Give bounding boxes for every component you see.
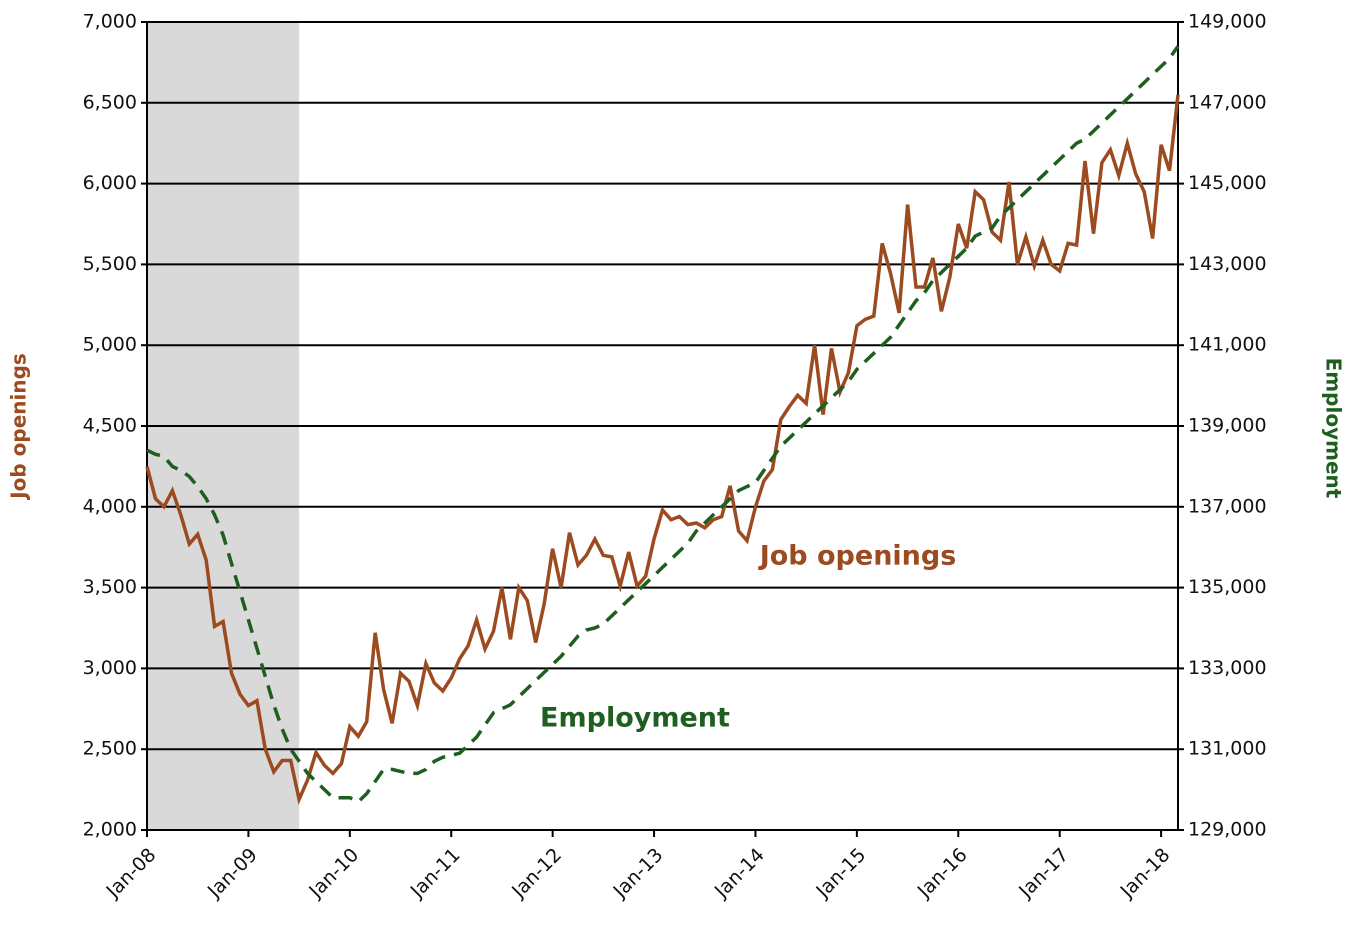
x-tick-label: Jan-16 <box>913 844 972 903</box>
y-tick-label: 4,500 <box>83 415 137 437</box>
x-tick-label: Jan-12 <box>507 844 566 903</box>
y2-tick-label: 135,000 <box>1188 576 1267 598</box>
y2-axis-label: Employment <box>1322 358 1346 499</box>
y2-tick-label: 137,000 <box>1188 495 1267 517</box>
y-tick-label: 4,000 <box>83 495 137 517</box>
y-tick-label: 2,000 <box>83 819 137 841</box>
y-tick-label: 5,000 <box>83 334 137 356</box>
x-tick-label: Jan-11 <box>406 844 465 903</box>
series-line <box>145 94 1180 805</box>
y2-tick-label: 133,000 <box>1188 657 1267 679</box>
x-tick-label: Jan-09 <box>203 844 262 903</box>
x-tick-label: Jan-14 <box>710 844 769 903</box>
y2-tick-label: 129,000 <box>1188 819 1267 841</box>
y-tick-label: 6,500 <box>83 91 137 113</box>
y-tick-label: 2,500 <box>83 738 137 760</box>
annotation: Job openings <box>758 541 957 572</box>
y2-tick-label: 141,000 <box>1188 334 1267 356</box>
x-tick-label: Jan-17 <box>1014 844 1073 903</box>
y2-tick-label: 131,000 <box>1188 738 1267 760</box>
y2-tick-label: 139,000 <box>1188 415 1267 437</box>
x-tick-label: Jan-15 <box>811 844 870 903</box>
y-tick-label: 6,000 <box>83 172 137 194</box>
y2-tick-label: 149,000 <box>1188 11 1267 33</box>
y2-tick-label: 145,000 <box>1188 172 1267 194</box>
y-axis-label: Job openings <box>7 353 31 501</box>
y2-tick-label: 147,000 <box>1188 91 1267 113</box>
x-tick-label: Jan-08 <box>102 844 161 903</box>
series-line <box>146 45 1180 804</box>
y-tick-label: 7,000 <box>83 11 137 33</box>
y2-tick-label: 143,000 <box>1188 253 1267 275</box>
annotation: Employment <box>540 703 730 734</box>
x-tick-label: Jan-13 <box>609 844 668 903</box>
y-tick-label: 3,000 <box>83 657 137 679</box>
y-tick-label: 5,500 <box>83 253 137 275</box>
x-tick-label: Jan-18 <box>1116 844 1175 903</box>
y-tick-label: 3,500 <box>83 576 137 598</box>
x-tick-label: Jan-10 <box>304 844 363 903</box>
